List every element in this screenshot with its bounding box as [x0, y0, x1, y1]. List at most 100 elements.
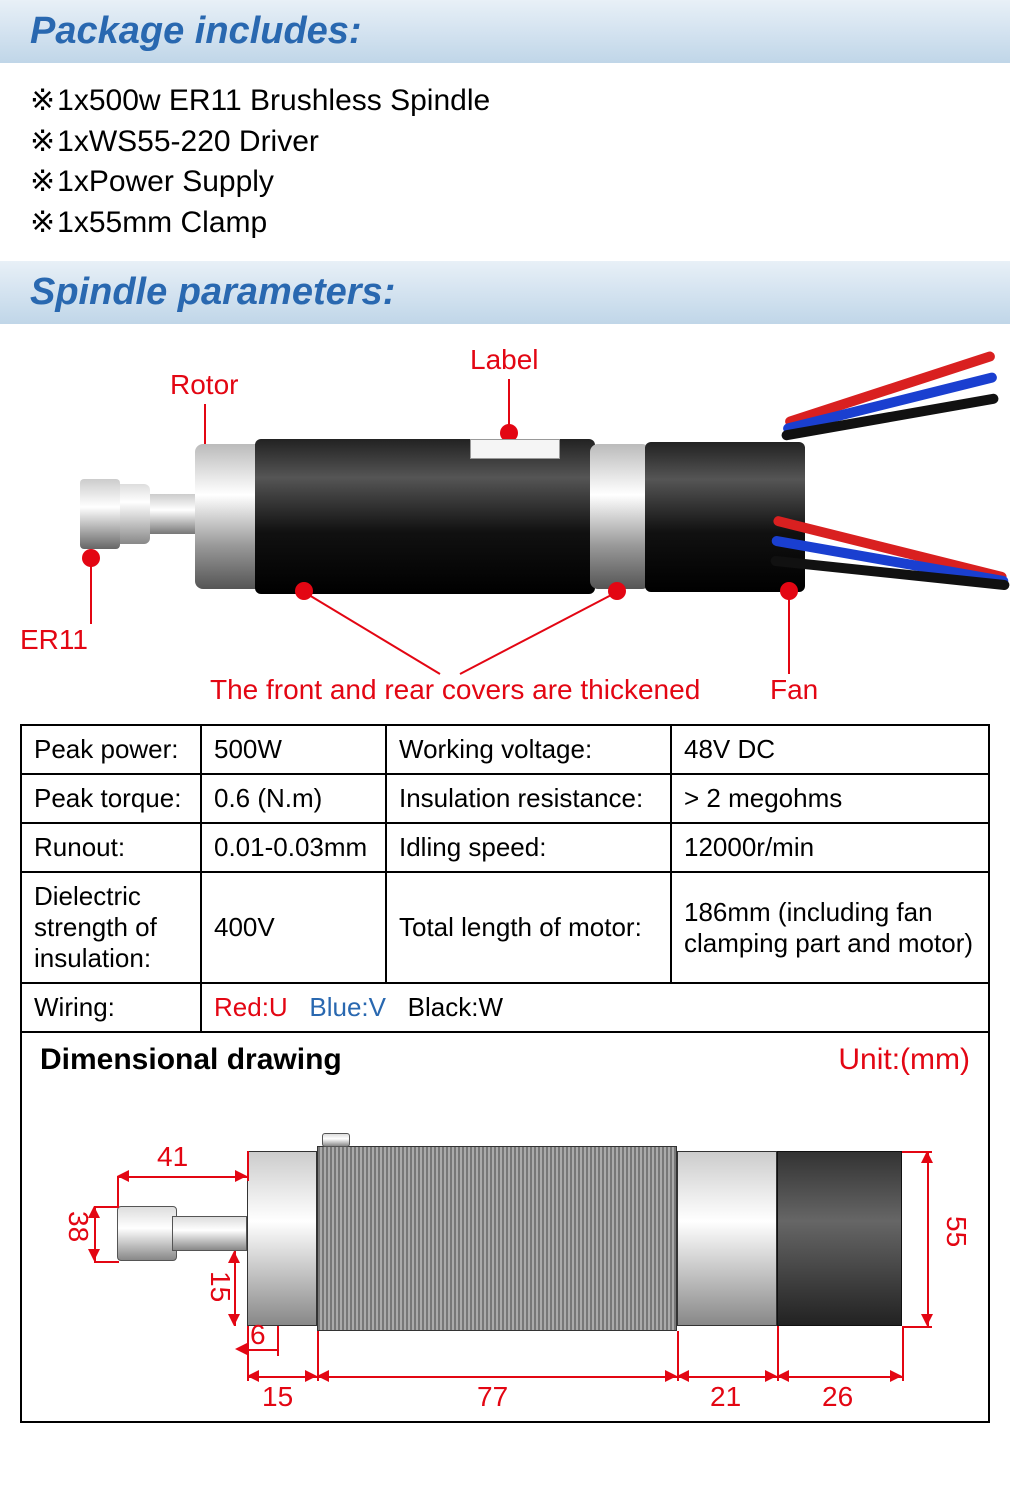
callout-er11: ER11: [20, 624, 88, 656]
dim-ext: [902, 1326, 932, 1328]
callout-dot: [295, 582, 313, 600]
spec-key: Peak power:: [21, 725, 201, 774]
dd-collet: [117, 1206, 177, 1261]
dim-line: [677, 1376, 777, 1378]
spindle-diagram: Label Rotor ER11 Fan The front and rear …: [0, 324, 1010, 724]
dim-title: Dimensional drawing: [40, 1043, 342, 1077]
section-header-params: Spindle parameters:: [0, 261, 1010, 324]
arrow-icon: [228, 1251, 240, 1263]
dim-header: Dimensional drawing Unit:(mm): [22, 1033, 988, 1081]
dd-body: [317, 1146, 677, 1331]
callout-line: [90, 559, 92, 624]
package-item: 1x500w ER11 Brushless Spindle: [30, 81, 980, 122]
dim-ext: [247, 1151, 249, 1181]
spec-key: Total length of motor:: [386, 872, 671, 983]
dd-shaft: [172, 1216, 247, 1251]
arrow-icon: [665, 1370, 677, 1382]
dim-77: 77: [477, 1381, 508, 1413]
wiring-blue: Blue:V: [309, 992, 386, 1022]
dd-tab: [322, 1133, 350, 1147]
wiring-red: Red:U: [214, 992, 288, 1022]
callout-label: Label: [470, 344, 539, 376]
spec-val: 500W: [201, 725, 386, 774]
dim-21: 21: [710, 1381, 741, 1413]
callout-dot: [82, 549, 100, 567]
spec-val: 0.6 (N.m): [201, 774, 386, 823]
dd-front-cover: [247, 1151, 317, 1326]
spindle-rear-cover: [590, 444, 650, 589]
spec-val: 0.01-0.03mm: [201, 823, 386, 872]
arrow-icon: [228, 1314, 240, 1326]
dim-ext: [277, 1326, 279, 1356]
callout-line: [788, 594, 790, 674]
arrow-icon: [247, 1370, 259, 1382]
spec-val: 186mm (including fan clamping part and m…: [671, 872, 989, 983]
table-row: Runout: 0.01-0.03mm Idling speed: 12000r…: [21, 823, 989, 872]
table-row: Peak torque: 0.6 (N.m) Insulation resist…: [21, 774, 989, 823]
spindle-body: [255, 439, 595, 594]
arrow-icon: [235, 1343, 247, 1355]
table-row-drawing: Dimensional drawing Unit:(mm) 41: [21, 1032, 989, 1422]
dim-ext: [94, 1261, 119, 1263]
dim-26: 26: [822, 1381, 853, 1413]
table-row-wiring: Wiring: Red:U Blue:V Black:W: [21, 983, 989, 1032]
spec-key: Dielectric strength of insulation:: [21, 872, 201, 983]
arrow-icon: [765, 1370, 777, 1382]
dim-ext: [902, 1151, 932, 1153]
section-header-package: Package includes:: [0, 0, 1010, 63]
callout-rotor: Rotor: [170, 369, 238, 401]
dim-unit: Unit:(mm): [838, 1043, 970, 1077]
package-list: 1x500w ER11 Brushless Spindle 1xWS55-220…: [0, 63, 1010, 261]
spindle-collet-nut: [80, 479, 120, 549]
arrow-icon: [777, 1370, 789, 1382]
arrow-icon: [677, 1370, 689, 1382]
dim-15h: 15: [262, 1381, 293, 1413]
callout-covers-note: The front and rear covers are thickened: [210, 674, 700, 706]
package-item: 1xWS55-220 Driver: [30, 122, 980, 163]
spec-key: Runout:: [21, 823, 201, 872]
arrow-icon: [235, 1170, 247, 1182]
arrow-icon: [88, 1249, 100, 1261]
dd-fan: [777, 1151, 902, 1326]
spec-table: Peak power: 500W Working voltage: 48V DC…: [20, 724, 990, 1423]
dim-41: 41: [157, 1141, 188, 1173]
spec-val: 400V: [201, 872, 386, 983]
arrow-icon: [890, 1370, 902, 1382]
callout-dot: [608, 582, 626, 600]
package-item: 1xPower Supply: [30, 162, 980, 203]
arrow-icon: [921, 1314, 933, 1326]
dd-rear-cover: [677, 1151, 777, 1326]
callout-dot: [780, 582, 798, 600]
dim-line: [777, 1376, 902, 1378]
arrow-icon: [317, 1370, 329, 1382]
spec-val: 12000r/min: [671, 823, 989, 872]
wiring-values: Red:U Blue:V Black:W: [201, 983, 989, 1032]
dim-ext: [94, 1206, 119, 1208]
spec-key: Working voltage:: [386, 725, 671, 774]
dim-38: 38: [62, 1211, 94, 1242]
dim-line: [317, 1376, 677, 1378]
dim-55: 55: [940, 1216, 972, 1247]
spec-val: 48V DC: [671, 725, 989, 774]
arrow-icon: [305, 1370, 317, 1382]
spec-key: Idling speed:: [386, 823, 671, 872]
dim-line: [117, 1176, 247, 1178]
table-row: Dielectric strength of insulation: 400V …: [21, 872, 989, 983]
callout-line: [508, 379, 510, 429]
dim-6: 6: [250, 1319, 266, 1351]
spec-key: Peak torque:: [21, 774, 201, 823]
dim-line: [927, 1151, 929, 1326]
wiring-black: Black:W: [408, 992, 503, 1022]
dimensional-drawing-cell: Dimensional drawing Unit:(mm) 41: [21, 1032, 989, 1422]
dim-ext: [117, 1176, 119, 1206]
table-row: Peak power: 500W Working voltage: 48V DC: [21, 725, 989, 774]
spec-key: Insulation resistance:: [386, 774, 671, 823]
callout-fan: Fan: [770, 674, 818, 706]
spec-val: > 2 megohms: [671, 774, 989, 823]
dim-ext: [902, 1326, 904, 1381]
spindle-label-sticker: [470, 439, 560, 459]
package-item: 1x55mm Clamp: [30, 203, 980, 244]
wiring-label: Wiring:: [21, 983, 201, 1032]
dim-15v: 15: [204, 1271, 236, 1302]
dim-canvas: 41 38 15 55: [22, 1081, 988, 1421]
